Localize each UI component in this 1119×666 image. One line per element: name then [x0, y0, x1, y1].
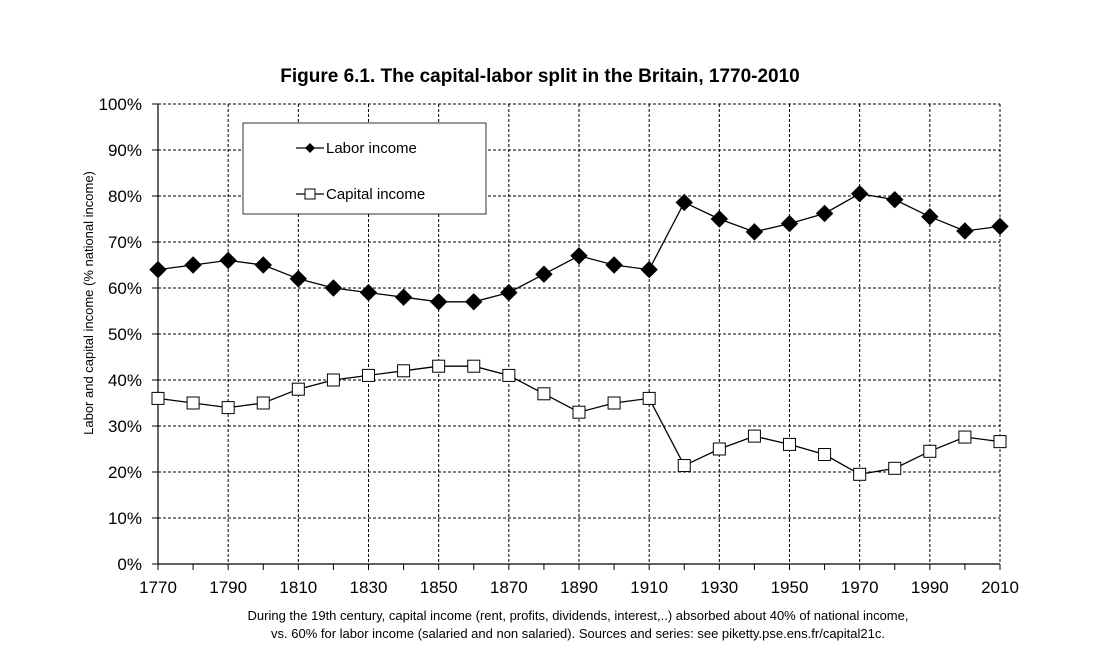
- data-point: [184, 256, 202, 274]
- data-point: [850, 184, 869, 203]
- data-point: [783, 437, 796, 451]
- plot-axes: 0% 10% 20% 30% 40% 50% 60% 70% 80% 90% 100% 1770 179…: [99, 95, 1019, 597]
- data-point: [219, 251, 237, 270]
- x-tick-label: 1870: [490, 578, 528, 597]
- data-point: [500, 283, 518, 302]
- data-point: [429, 293, 448, 311]
- data-point: [570, 247, 588, 265]
- y-tick-label: 100%: [99, 95, 142, 114]
- data-point: [642, 391, 656, 405]
- data-point: [324, 279, 343, 297]
- x-tick-label: 1950: [771, 578, 809, 597]
- data-point: [675, 193, 693, 212]
- data-point: [958, 430, 972, 444]
- x-tick-label: 1910: [630, 578, 668, 597]
- data-point: [535, 265, 553, 283]
- data-point: [818, 448, 832, 462]
- legend: Labor income Capital income: [242, 122, 487, 215]
- legend-box: [242, 122, 487, 215]
- data-point: [956, 222, 974, 240]
- x-tick-label: 1790: [209, 578, 247, 597]
- data-point: [465, 293, 483, 311]
- data-point: [572, 405, 586, 419]
- data-point: [888, 461, 902, 475]
- data-point: [537, 387, 551, 401]
- x-tick-label: 1970: [841, 578, 879, 597]
- data-point: [677, 459, 691, 473]
- x-tick-label: 1890: [560, 578, 598, 597]
- x-tick-label: 1850: [420, 578, 458, 597]
- data-point: [362, 368, 375, 382]
- data-point: [149, 260, 167, 279]
- y-tick-label: 60%: [108, 279, 142, 298]
- legend-label: Capital income: [326, 186, 425, 203]
- y-tick-label: 70%: [108, 233, 142, 252]
- data-point: [605, 256, 623, 274]
- y-tick-label: 40%: [108, 371, 142, 390]
- data-point: [712, 442, 726, 456]
- data-point: [710, 210, 729, 228]
- y-tick-label: 80%: [108, 187, 142, 206]
- data-point: [326, 373, 340, 387]
- data-point: [923, 444, 937, 458]
- data-point: [747, 429, 761, 443]
- legend-marker: [304, 188, 316, 200]
- chart-title: Figure 6.1. The capital-labor split in t…: [280, 66, 800, 87]
- data-point: [359, 283, 378, 302]
- grid-lines: [158, 103, 1001, 564]
- data-point: [853, 467, 867, 481]
- data-point: [397, 364, 411, 378]
- data-point: [607, 396, 621, 410]
- footnote-line-1: During the 19th century, capital income …: [248, 608, 909, 623]
- data-point: [502, 368, 516, 382]
- x-tick-label: 1930: [700, 578, 738, 597]
- x-tick-label: 1770: [139, 578, 177, 597]
- data-point: [221, 401, 235, 415]
- data-point: [394, 288, 413, 306]
- data-point: [151, 391, 165, 405]
- data-point: [254, 256, 272, 274]
- data-point: [289, 270, 308, 288]
- data-point: [256, 396, 270, 410]
- legend-label: Labor income: [326, 140, 417, 157]
- legend-marker: [305, 143, 315, 153]
- series-labor-income: [149, 184, 1009, 311]
- data-point: [815, 204, 834, 223]
- data-point: [993, 435, 1007, 449]
- data-point: [745, 223, 764, 241]
- data-point: [291, 382, 305, 396]
- x-tick-label: 2010: [981, 578, 1019, 597]
- y-tick-label: 0%: [117, 555, 142, 574]
- y-tick-label: 20%: [108, 463, 142, 482]
- y-tick-label: 50%: [108, 325, 142, 344]
- series-layer: [149, 184, 1009, 481]
- x-tick-label: 1990: [911, 578, 949, 597]
- data-point: [467, 359, 481, 373]
- x-tick-label: 1830: [350, 578, 388, 597]
- data-point: [991, 217, 1009, 236]
- y-tick-label: 90%: [108, 141, 142, 160]
- series-capital-income: [151, 359, 1007, 481]
- y-tick-label: 30%: [108, 417, 142, 436]
- y-axis-label: Labor and capital income (% national inc…: [81, 171, 96, 435]
- footnote-line-2: vs. 60% for labor income (salaried and n…: [271, 626, 885, 641]
- data-point: [432, 359, 446, 373]
- data-point: [186, 396, 200, 410]
- data-point: [886, 190, 904, 209]
- data-point: [780, 214, 799, 233]
- x-tick-label: 1810: [279, 578, 317, 597]
- data-point: [921, 207, 939, 226]
- data-point: [640, 260, 658, 279]
- y-tick-label: 10%: [108, 509, 142, 528]
